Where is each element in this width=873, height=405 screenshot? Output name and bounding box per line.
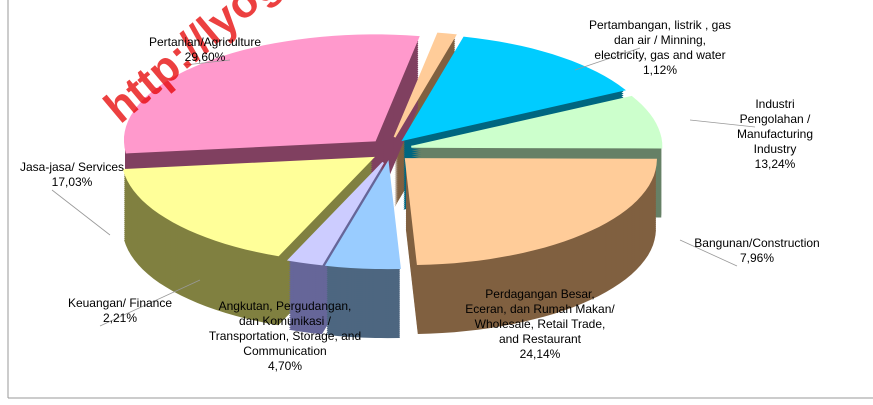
slice-label: Industri Pengolahan / Manufacturing Indu… xyxy=(726,97,824,172)
slice xyxy=(411,95,663,149)
slice-label: Perdagangan Besar, Eceran, dan Rumah Mak… xyxy=(465,287,614,362)
slice-value: 29,60% xyxy=(184,50,226,64)
leader-line xyxy=(51,189,111,236)
slice-label: Bangunan/Construction 7,96% xyxy=(694,236,819,266)
slice-name: Keuangan/ Finance xyxy=(67,296,173,310)
slice-label: Angkutan, Pergudangan, dan Komunikasi / … xyxy=(209,299,361,374)
leader-line xyxy=(689,119,756,128)
slice-value: 4,70% xyxy=(267,359,303,373)
slice-label: Pertanian/Agriculture 29,60% xyxy=(149,35,261,65)
slice xyxy=(124,34,420,154)
slice-label: Keuangan/ Finance 2,21% xyxy=(68,296,172,326)
slice xyxy=(404,158,657,266)
slice-name: Pertambangan, listrik , gas dan air / Mi… xyxy=(588,18,732,62)
slice-name: Industri Pengolahan / Manufacturing Indu… xyxy=(736,97,814,156)
slice-value: 7,96% xyxy=(739,251,775,265)
slice-value: 1,12% xyxy=(642,63,678,77)
slice xyxy=(122,156,375,257)
leader-line xyxy=(184,59,231,66)
leader-line xyxy=(574,47,641,71)
slice xyxy=(401,36,626,142)
slice-value: 2,21% xyxy=(102,311,138,325)
slice xyxy=(286,161,385,266)
slice-value: 13,24% xyxy=(754,157,796,171)
slice-label: Pertambangan, listrik , gas dan air / Mi… xyxy=(589,18,731,78)
slice-name: Pertanian/Agriculture xyxy=(148,35,262,49)
slice-value: 17,03% xyxy=(51,175,93,189)
slice xyxy=(324,160,401,270)
leader-line xyxy=(99,279,201,327)
slice-name: Bangunan/Construction xyxy=(694,236,820,250)
slice-name: Angkutan, Pergudangan, dan Komunikasi / … xyxy=(208,299,362,358)
slice-name: Perdagangan Besar, Eceran, dan Rumah Mak… xyxy=(465,287,615,346)
leader-line xyxy=(679,239,738,267)
slice xyxy=(393,32,457,138)
slice-label: Jasa-jasa/ Services 17,03% xyxy=(20,160,124,190)
slice-name: Jasa-jasa/ Services xyxy=(19,160,125,174)
slice-value: 24,14% xyxy=(519,347,561,361)
